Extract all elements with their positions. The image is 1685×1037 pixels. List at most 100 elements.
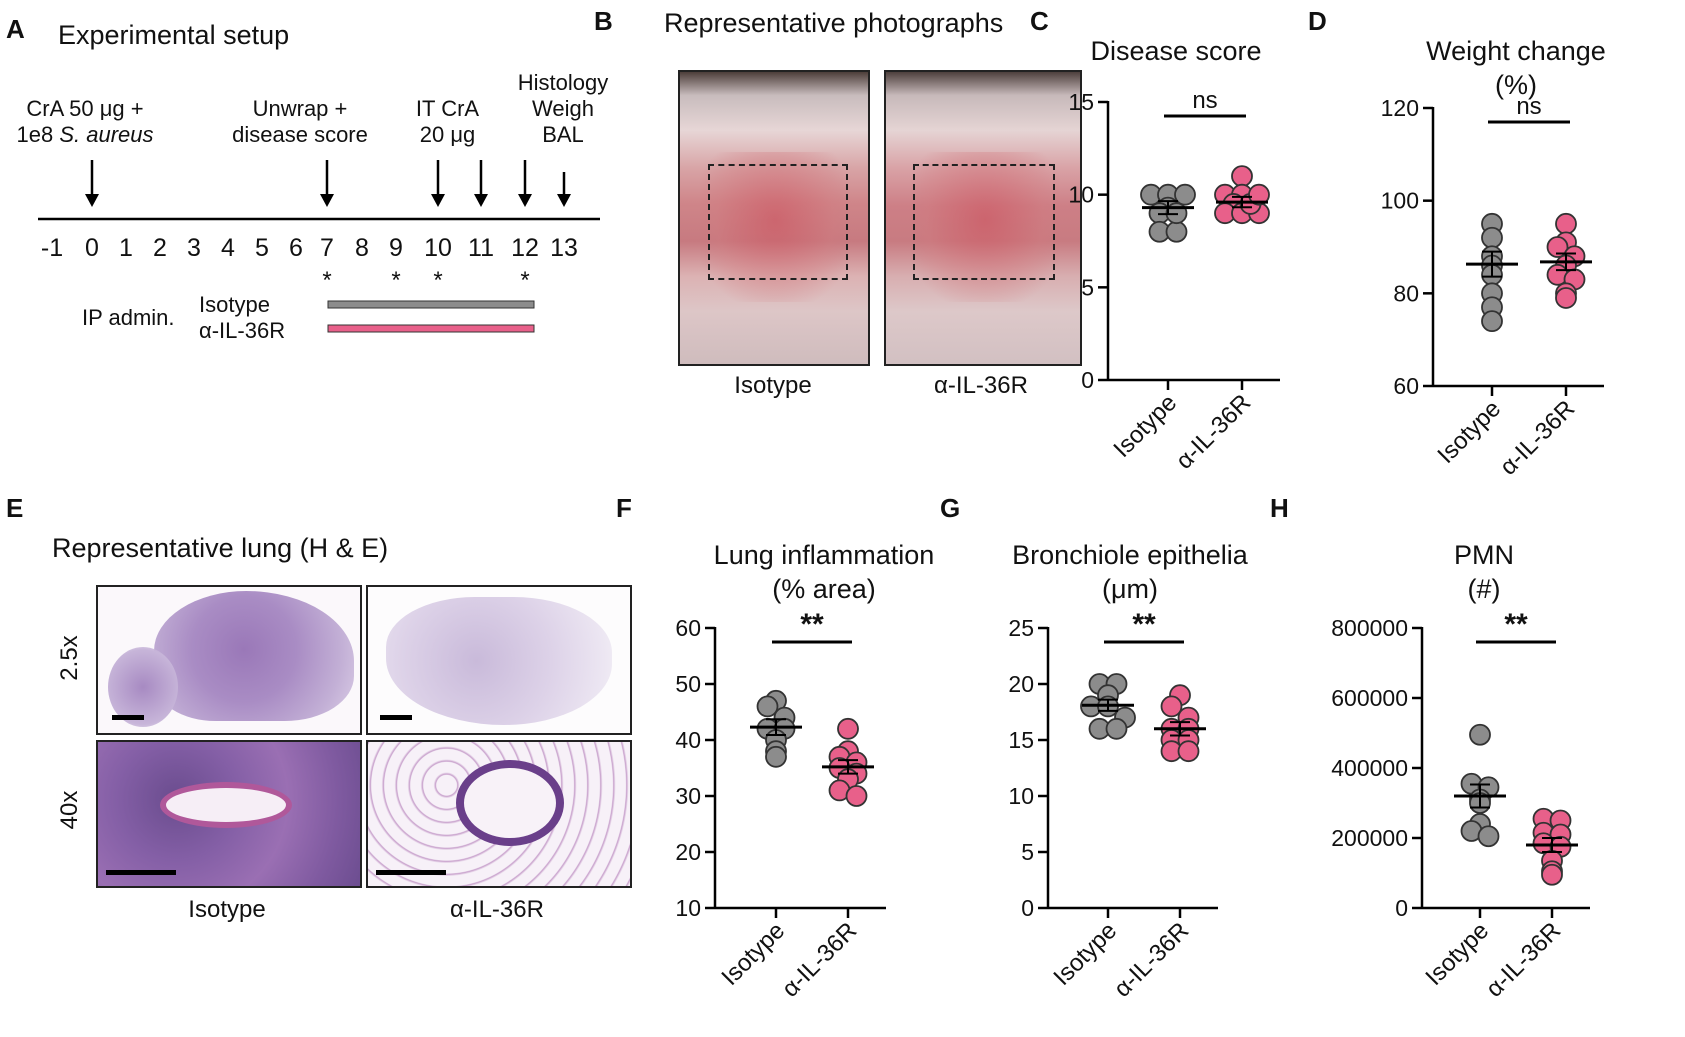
y-tick-label: 5 — [1081, 274, 1094, 300]
y-tick-label: 20 — [1008, 671, 1034, 697]
anti-treatment-bar — [327, 324, 535, 333]
y-tick-label: 10 — [1068, 182, 1094, 208]
y-tick-label: 40 — [675, 727, 701, 753]
chart-f-lung-inflammation: Lung inflammation (% area) 10 20 30 40 50 60 Iso… — [630, 520, 970, 1032]
panel-letter-b: B — [594, 6, 613, 36]
timeline-arrows — [85, 160, 571, 207]
data-point — [1555, 287, 1577, 309]
data-point — [1541, 863, 1563, 886]
timeline-isotype-label: Isotype — [199, 292, 270, 317]
lung-lobe-isotype-2-5x — [154, 591, 354, 721]
histology-40x-isotype — [96, 740, 362, 888]
y-tick-label: 60 — [675, 615, 701, 641]
data-point — [1248, 183, 1270, 206]
chart-title-h: (#) — [1468, 574, 1501, 604]
timeline-day-1: 1 — [119, 234, 133, 262]
x-tick-label: Isotype — [1108, 389, 1182, 463]
data-point — [1546, 236, 1569, 258]
timeline-day-9: 9 — [389, 234, 403, 262]
timeline-day-4: 4 — [221, 234, 235, 262]
y-tick-label: 0 — [1081, 367, 1094, 393]
data-point — [1477, 825, 1500, 848]
panel-e-title: Representative lung (H & E) — [52, 533, 389, 563]
photo-anti-roi-box — [913, 164, 1055, 280]
x-tick-label: α-IL-36R — [1495, 395, 1580, 480]
row-label-40x-text: 40x — [56, 790, 83, 830]
chart-g-bronchiole-epithelia: Bronchiole epithelia (μm) 0 5 10 15 20 25 Isotyp… — [970, 520, 1290, 1032]
annotation-itcra-line1: IT CrA — [415, 96, 480, 121]
y-tick-label: 600000 — [1331, 685, 1408, 711]
annotation-unwrap-line1: Unwrap + — [252, 96, 348, 121]
timeline-day-7: 7 — [320, 234, 334, 262]
data-point — [837, 717, 859, 740]
annotation-cra-dose: 1e8 — [16, 122, 60, 147]
lung-lobe-isotype-2-5x-small — [108, 647, 178, 727]
photo-isotype-roi-box — [708, 164, 848, 280]
timeline-day-11: 11 — [468, 234, 494, 262]
photo-anti-skin — [910, 152, 1060, 302]
chart-title-c: Disease score — [1090, 36, 1261, 66]
y-tick-label: 5 — [1021, 839, 1034, 865]
y-tick-label: 120 — [1381, 95, 1419, 121]
timeline-day-12: 12 — [511, 234, 539, 262]
data-point — [1177, 740, 1200, 763]
y-tick-label: 80 — [1393, 280, 1419, 306]
annotation-cra-line2: 1e8 S. aureus — [0, 122, 170, 148]
annotation-hist-line3: BAL — [542, 122, 584, 147]
histology-40x-anti — [366, 740, 632, 888]
y-tick-label: 800000 — [1331, 615, 1408, 641]
timeline-svg — [38, 160, 600, 333]
y-tick-label: 400000 — [1331, 755, 1408, 781]
lung-lobe-anti-2-5x — [386, 597, 612, 725]
y-tick-label: 15 — [1008, 727, 1034, 753]
panel-letter-d: D — [1308, 6, 1327, 36]
panel-letter-e: E — [6, 493, 24, 523]
annotation-cra-line1: CrA 50 μg + — [26, 96, 144, 121]
x-tick-label: α-IL-36R — [1109, 917, 1194, 1002]
scale-bar — [112, 715, 144, 720]
scale-bar — [380, 715, 412, 720]
y-tick-label: 10 — [675, 895, 701, 921]
chart-svg-f: Lung inflammation(% area)102030405060Iso… — [675, 540, 935, 1003]
timeline-day-6: 6 — [289, 234, 303, 262]
y-tick-label: 10 — [1008, 783, 1034, 809]
photo-label-isotype: Isotype — [734, 372, 812, 399]
chart-c-disease-score: Disease score 0 5 10 15 Isotype α-IL-36R ns — [1040, 0, 1310, 490]
y-tick-label: 200000 — [1331, 825, 1408, 851]
chart-svg-g: Bronchiole epithelia(μm)0510152025Isotyp… — [1008, 540, 1248, 1003]
y-tick-label: 20 — [675, 839, 701, 865]
timeline-day-13: 13 — [550, 234, 578, 262]
timeline-day-5: 5 — [255, 234, 269, 262]
y-tick-label: 0 — [1395, 895, 1408, 921]
data-point — [756, 695, 779, 718]
timeline-day-8: 8 — [355, 234, 369, 262]
x-tick-label: α-IL-36R — [1481, 917, 1566, 1002]
panel-b-title: Representative photographs — [664, 8, 1004, 38]
histology-2-5x-anti — [366, 585, 632, 735]
x-tick-label: α-IL-36R — [1171, 389, 1256, 474]
timeline-day-0: 0 — [85, 234, 99, 262]
airway-lumen-isotype — [160, 782, 292, 828]
chart-h-pmn: PMN (#) 0 200000 400000 600000 800000 Isotype α-… — [1290, 520, 1685, 1032]
photo-isotype — [678, 70, 870, 366]
timeline-day-2: 2 — [153, 234, 167, 262]
photo-label-anti: α-IL-36R — [934, 372, 1028, 399]
scale-bar — [106, 870, 176, 875]
panel-letter-f: F — [616, 493, 632, 523]
data-point — [1160, 695, 1183, 718]
y-tick-label: 50 — [675, 671, 701, 697]
chart-title-f: (% area) — [772, 574, 876, 604]
photo-isotype-skin — [700, 152, 850, 302]
chart-title-f: Lung inflammation — [714, 540, 935, 570]
panel-letter-g: G — [940, 493, 961, 523]
y-tick-label: 30 — [675, 783, 701, 809]
x-tick-label: α-IL-36R — [777, 917, 862, 1002]
chart-title-d: (%) — [1495, 70, 1537, 100]
panel-letter-a: A — [6, 14, 25, 44]
row-label-2-5x-text: 2.5x — [56, 635, 83, 681]
annotation-hist-line1: Histology — [517, 70, 609, 95]
histology-2-5x-isotype — [96, 585, 362, 735]
panel-letter-h: H — [1270, 493, 1289, 523]
significance-label: ** — [1132, 608, 1156, 641]
airway-anti — [456, 760, 564, 846]
